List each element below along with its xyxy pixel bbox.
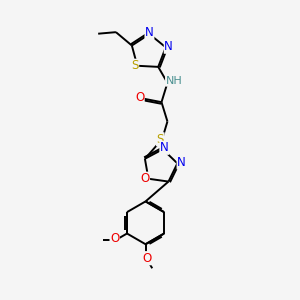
Text: O: O <box>135 91 144 104</box>
Text: S: S <box>157 133 164 146</box>
Text: N: N <box>177 156 186 169</box>
Text: N: N <box>160 141 169 154</box>
Text: S: S <box>131 59 139 72</box>
Text: O: O <box>110 232 119 245</box>
Text: O: O <box>142 252 152 265</box>
Text: N: N <box>164 40 173 53</box>
Text: N: N <box>145 26 154 39</box>
Text: O: O <box>140 172 149 185</box>
Text: NH: NH <box>166 76 182 86</box>
